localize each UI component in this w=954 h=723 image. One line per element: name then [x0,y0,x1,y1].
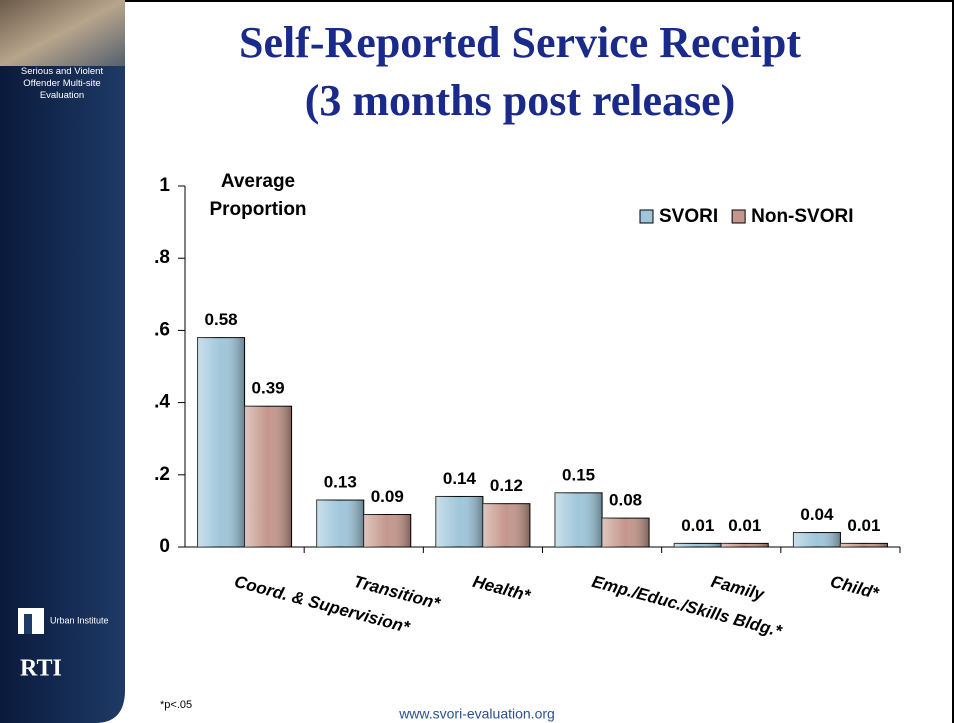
y-tick-label: 1 [159,175,170,196]
chart-title: Self-Reported Service Receipt [239,18,801,67]
data-label: 0.01 [847,516,880,535]
bar [317,500,364,547]
data-label: 0.12 [490,476,523,495]
bar [198,338,245,547]
data-label: 0.39 [252,379,285,398]
footnote: *p<.05 [160,699,192,711]
legend-swatch [732,210,745,223]
data-label: 0.13 [324,473,357,492]
urban-logo-text: Urban Institute [50,615,109,625]
y-tick-label: .8 [154,247,170,268]
data-label: 0.14 [443,469,477,488]
chart-subtitle: (3 months post release) [305,76,736,125]
legend-swatch [640,210,653,223]
bar [555,493,602,547]
data-label: 0.09 [371,487,404,506]
data-label: 0.01 [681,516,714,535]
rti-logo: RTI [20,656,62,682]
data-label: 0.01 [728,516,761,535]
bar [721,543,768,547]
y-tick-label: .2 [154,464,170,485]
urban-logo-mark [24,614,32,634]
bar [364,515,411,547]
bar [483,504,530,547]
website: www.svori-evaluation.org [398,706,555,722]
bar [602,518,649,547]
legend-label: SVORI [659,206,718,227]
legend-label: Non-SVORI [751,206,853,227]
y-tick-label: .6 [154,319,170,340]
slide: Serious and Violent Offender Multi-site … [0,0,954,723]
data-label: 0.15 [562,465,595,484]
sidebar-program-box: Serious and Violent Offender Multi-site … [2,66,122,126]
sidebar-program: Serious and Violent Offender Multi-site … [2,66,122,102]
y-tick-label: 0 [159,536,170,557]
data-label: 0.58 [205,310,238,329]
y-tick-label: .4 [154,392,170,413]
bar [840,543,887,547]
bar [793,533,840,547]
sidebar-photo [0,0,125,66]
data-label: 0.08 [609,491,642,510]
bar [245,406,292,547]
bar [436,496,483,547]
data-label: 0.04 [800,505,834,524]
bar [674,543,721,547]
